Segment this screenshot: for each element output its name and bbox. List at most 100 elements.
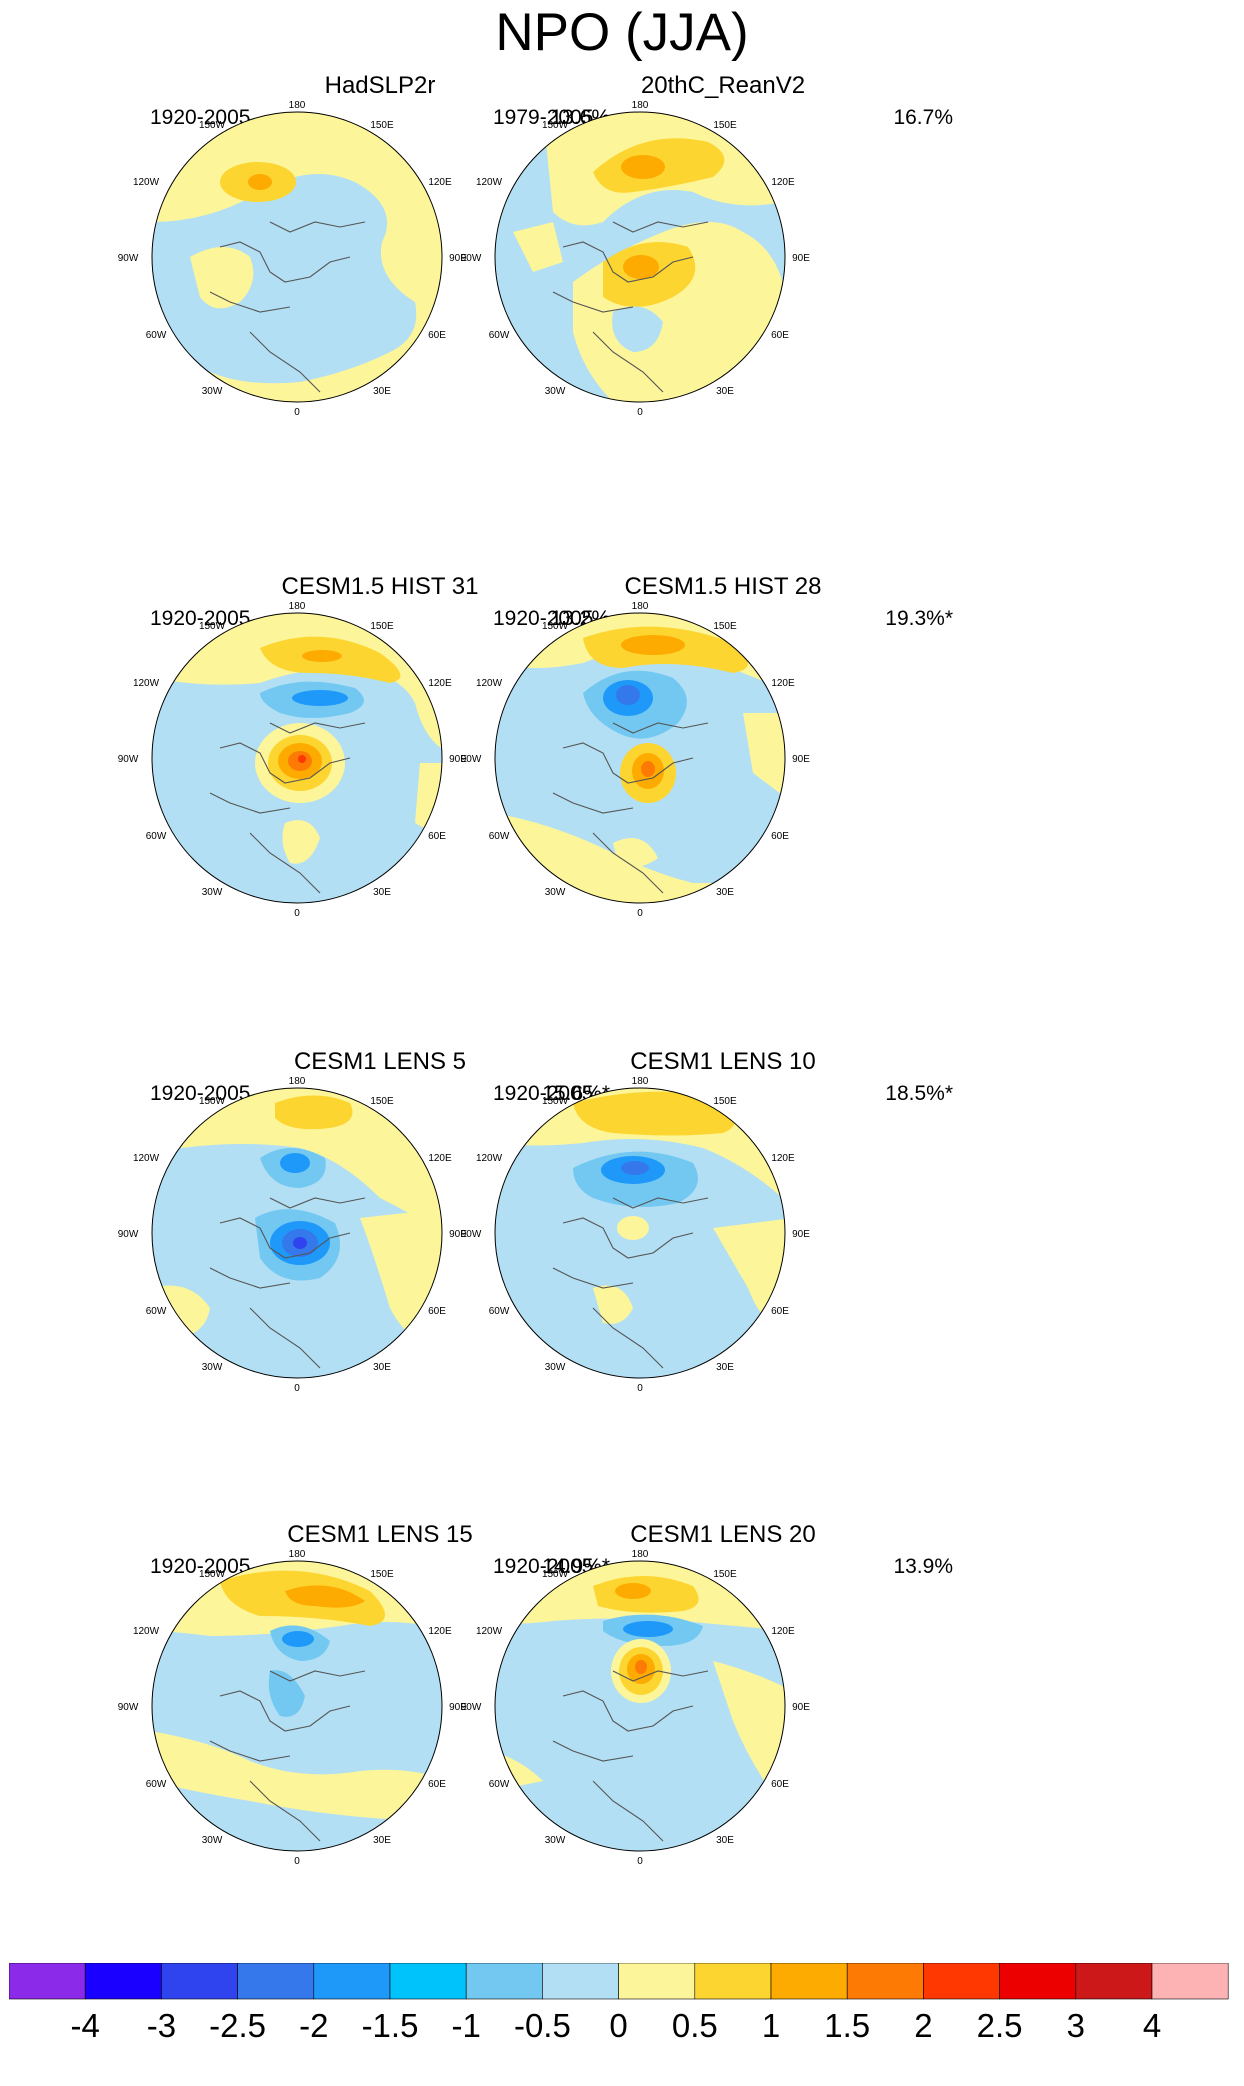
lon-label: 0	[294, 908, 300, 919]
lon-label: 90W	[118, 253, 139, 264]
lon-label: 60E	[428, 831, 446, 842]
lon-label: 30W	[202, 386, 223, 397]
colorbar-label: -0.5	[514, 2007, 571, 2044]
lon-label: 30E	[716, 386, 734, 397]
colorbar-swatch	[313, 1963, 391, 2000]
lon-label: 60W	[489, 330, 510, 341]
lon-label: 30W	[545, 887, 566, 898]
lon-label: 150W	[199, 1569, 226, 1580]
lon-label: 60E	[428, 1306, 446, 1317]
lon-label: 0	[637, 908, 643, 919]
panel-title: HadSLP2r	[324, 72, 436, 99]
lon-label: 180	[289, 100, 306, 111]
lon-label: 120E	[428, 678, 452, 689]
colorbar-label: 2	[914, 2007, 932, 2044]
polar-map: 180 150W 150E 120W 120E 90W 90E 60W 60E …	[461, 601, 811, 919]
lon-label: 150E	[713, 1096, 737, 1107]
lon-label: 120E	[428, 1626, 452, 1637]
panel-20thc-reanv2: 20thC_ReanV2 1979-2005 16.7% 180 150W 15…	[461, 72, 953, 542]
lon-label: 60E	[428, 1779, 446, 1790]
lon-label: 30E	[373, 1835, 391, 1846]
lon-label: 90E	[792, 253, 810, 264]
lon-label: 60W	[146, 1306, 167, 1317]
panel-title: 20thC_ReanV2	[640, 72, 806, 99]
panel-title: CESM1.5 HIST 28	[624, 573, 822, 600]
lon-label: 120W	[476, 177, 503, 188]
lon-label: 120E	[428, 177, 452, 188]
lon-label: 90E	[449, 754, 467, 765]
lon-label: 120E	[771, 177, 795, 188]
colorbar-label: 0	[609, 2007, 627, 2044]
polar-map: 180 150W 150E 120W 120E 90W 90E 60W 60E …	[461, 1076, 811, 1394]
lon-label: 90E	[449, 1702, 467, 1713]
panel-title: CESM1 LENS 5	[293, 1048, 467, 1075]
lon-label: 90E	[792, 1229, 810, 1240]
panel-period: 1920-2005	[150, 1555, 251, 1578]
colorbar-label: 2.5	[977, 2007, 1023, 2044]
colorbar-swatch	[9, 1963, 86, 2000]
panel-period: 1920-2005	[493, 607, 594, 630]
lon-label: 0	[637, 1383, 643, 1394]
panel-period: 1920-2005	[150, 607, 251, 630]
colorbar-swatch	[542, 1963, 619, 2000]
lon-label: 90E	[449, 253, 467, 264]
lon-label: 180	[289, 1076, 306, 1087]
colorbar-swatch	[237, 1963, 315, 2000]
colorbar-swatch	[84, 1963, 162, 2000]
panel-period: 1920-2005	[493, 1082, 594, 1105]
colorbar-swatch	[161, 1963, 238, 2000]
lon-label: 0	[294, 1383, 300, 1394]
lon-label: 60W	[489, 1306, 510, 1317]
lon-label: 150W	[542, 1569, 569, 1580]
lon-label: 150E	[713, 120, 737, 131]
lon-label: 150E	[713, 621, 737, 632]
colorbar-label: 0.5	[672, 2007, 718, 2044]
lon-label: 120W	[476, 1153, 503, 1164]
lon-label: 120W	[476, 678, 503, 689]
colorbar-swatch	[389, 1963, 467, 2000]
panel-cesm15-hist-31: CESM1.5 HIST 31 1920-2005 13.2% 180 150W…	[118, 573, 610, 1043]
polar-map: 180 150W 150E 120W 120E 90W 90E 60W 60E …	[118, 1549, 468, 1867]
lon-label: 120W	[133, 678, 160, 689]
lon-label: 30W	[545, 386, 566, 397]
colorbar-label: 1.5	[824, 2007, 870, 2044]
colorbar-label: -1	[452, 2007, 481, 2044]
colorbar-swatch	[1151, 1963, 1229, 2000]
lon-label: 60E	[771, 330, 789, 341]
lon-label: 30W	[545, 1362, 566, 1373]
panel-cesm1-lens-5: CESM1 LENS 5 1920-2005 15.6%* 180 150W 1…	[118, 1048, 610, 1518]
lon-label: 0	[637, 1856, 643, 1867]
lon-label: 60W	[489, 1779, 510, 1790]
lon-label: 60E	[771, 1306, 789, 1317]
colorbar-swatch	[465, 1963, 543, 2000]
colorbar-swatch	[694, 1963, 772, 2000]
lon-label: 60W	[489, 831, 510, 842]
polar-map: 180 150W 150E 120W 120E 90W 90E 60W 60E …	[461, 1549, 811, 1867]
lon-label: 120E	[771, 1153, 795, 1164]
panel-period: 1920-2005	[150, 1082, 251, 1105]
panel-percent: 16.7%	[893, 106, 953, 129]
panel-period: 1979-2005	[493, 106, 594, 129]
colorbar: -4 -3 -2.5 -2 -1.5 -1 -0.5 0 0.5 1 1.5 2 2.5 3 4	[9, 1963, 1229, 2044]
lon-label: 30E	[716, 1835, 734, 1846]
lon-label: 180	[632, 100, 649, 111]
colorbar-label: -4	[71, 2007, 100, 2044]
lon-label: 150W	[199, 1096, 226, 1107]
panel-period: 1920-2005	[150, 106, 251, 129]
lon-label: 90W	[461, 253, 482, 264]
lon-label: 60E	[428, 330, 446, 341]
lon-label: 30W	[202, 887, 223, 898]
polar-map: 180 150W 150E 120W 120E 90W 90E 60W 60E …	[461, 100, 811, 418]
lon-label: 90W	[461, 1229, 482, 1240]
colorbar-label: 1	[762, 2007, 780, 2044]
lon-label: 30W	[202, 1362, 223, 1373]
lon-label: 120E	[428, 1153, 452, 1164]
colorbar-label: -2	[299, 2007, 328, 2044]
lon-label: 150E	[370, 621, 394, 632]
lon-label: 90E	[449, 1229, 467, 1240]
lon-label: 120W	[476, 1626, 503, 1637]
panel-cesm1-lens-20: CESM1 LENS 20 1920-2005 13.9% 180 150W 1…	[461, 1521, 953, 1991]
panel-title: CESM1 LENS 10	[630, 1048, 816, 1075]
colorbar-swatch	[999, 1963, 1077, 2000]
lon-label: 120W	[133, 1626, 160, 1637]
